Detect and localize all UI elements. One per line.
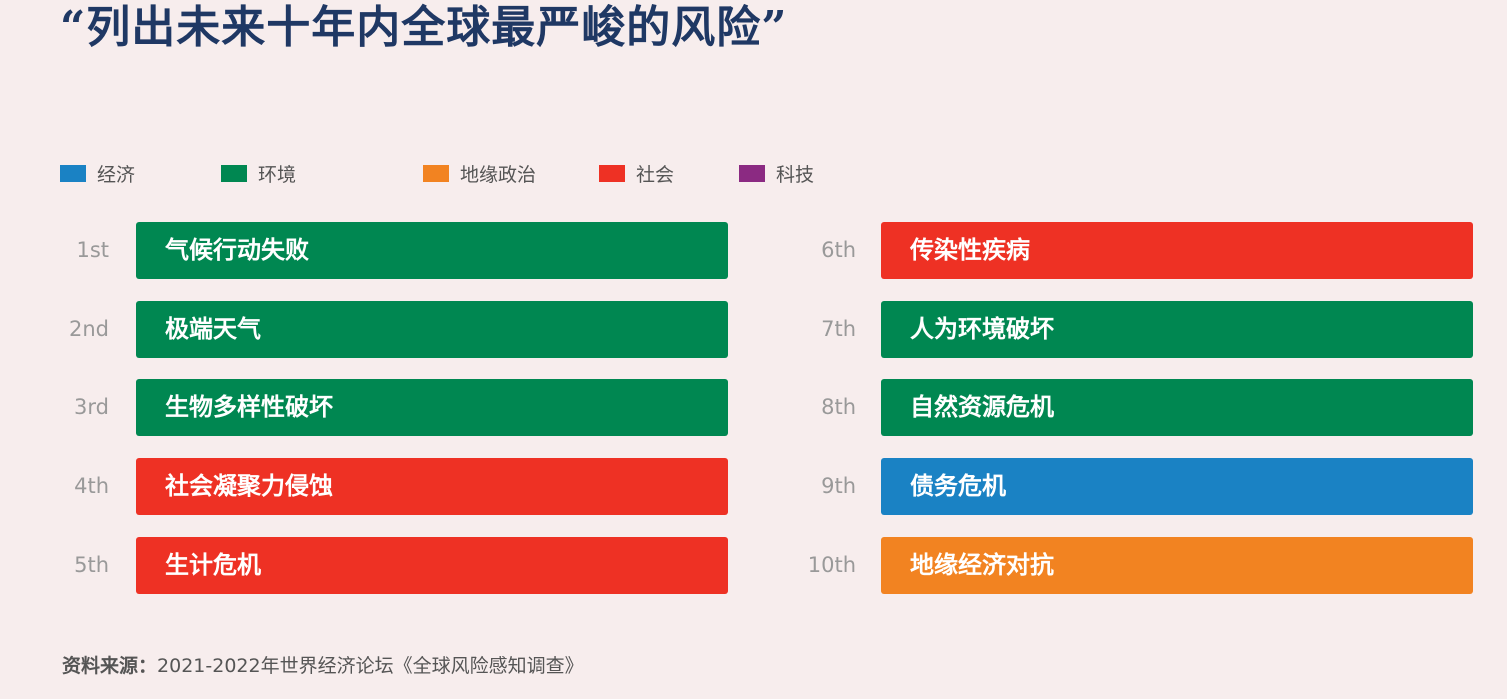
risk-bar: 气候行动失败 xyxy=(136,222,728,279)
rank-label: 4th xyxy=(74,474,109,499)
legend-item-environment: 环境 xyxy=(221,160,296,186)
rank-label: 10th xyxy=(807,552,856,577)
legend-label-environment: 环境 xyxy=(258,163,297,186)
legend-label-society: 社会 xyxy=(636,163,675,186)
risk-bar: 地缘经济对抗 xyxy=(881,536,1473,594)
legend-label-technology: 科技 xyxy=(776,163,815,186)
legend-swatch-society xyxy=(599,164,625,182)
risk-bar: 债务危机 xyxy=(881,458,1473,516)
risk-bar: 生物多样性破坏 xyxy=(136,379,728,437)
legend-swatch-technology xyxy=(739,164,765,182)
risk-bar: 传染性疾病 xyxy=(881,222,1473,279)
legend-item-geopolitics: 地缘政治 xyxy=(423,160,536,186)
source-note: 资料来源：2021-2022年世界经济论坛《全球风险感知调查》 xyxy=(62,651,584,678)
risk-bar: 自然资源危机 xyxy=(881,379,1473,437)
rank-label: 2nd xyxy=(68,316,109,341)
legend-item-technology: 科技 xyxy=(739,160,814,186)
rank-label: 5th xyxy=(74,552,109,577)
legend-item-society: 社会 xyxy=(599,160,674,186)
legend-label-economy: 经济 xyxy=(97,163,136,186)
rank-label: 7th xyxy=(821,316,856,341)
source-text: 2021-2022年世界经济论坛《全球风险感知调查》 xyxy=(157,655,584,677)
rank-label: 3rd xyxy=(74,395,109,420)
rank-label: 8th xyxy=(821,395,856,420)
legend-swatch-geopolitics xyxy=(423,164,449,182)
legend: 经济 环境 地缘政治 社会 科技 xyxy=(0,160,1507,186)
legend-item-economy: 经济 xyxy=(60,160,135,186)
risk-bar: 社会凝聚力侵蚀 xyxy=(136,458,728,516)
rank-label: 9th xyxy=(821,474,856,499)
risk-bar: 极端天气 xyxy=(136,300,728,358)
rank-label: 1st xyxy=(76,238,109,262)
legend-swatch-economy xyxy=(60,164,86,182)
rank-label: 6th xyxy=(821,238,856,262)
legend-swatch-environment xyxy=(221,164,247,182)
legend-label-geopolitics: 地缘政治 xyxy=(460,163,537,186)
risk-bar: 生计危机 xyxy=(136,536,728,594)
chart-title: “列出未来十年内全球最严峻的风险” xyxy=(60,2,788,53)
risk-bar: 人为环境破坏 xyxy=(881,300,1473,358)
source-label: 资料来源： xyxy=(62,655,158,677)
